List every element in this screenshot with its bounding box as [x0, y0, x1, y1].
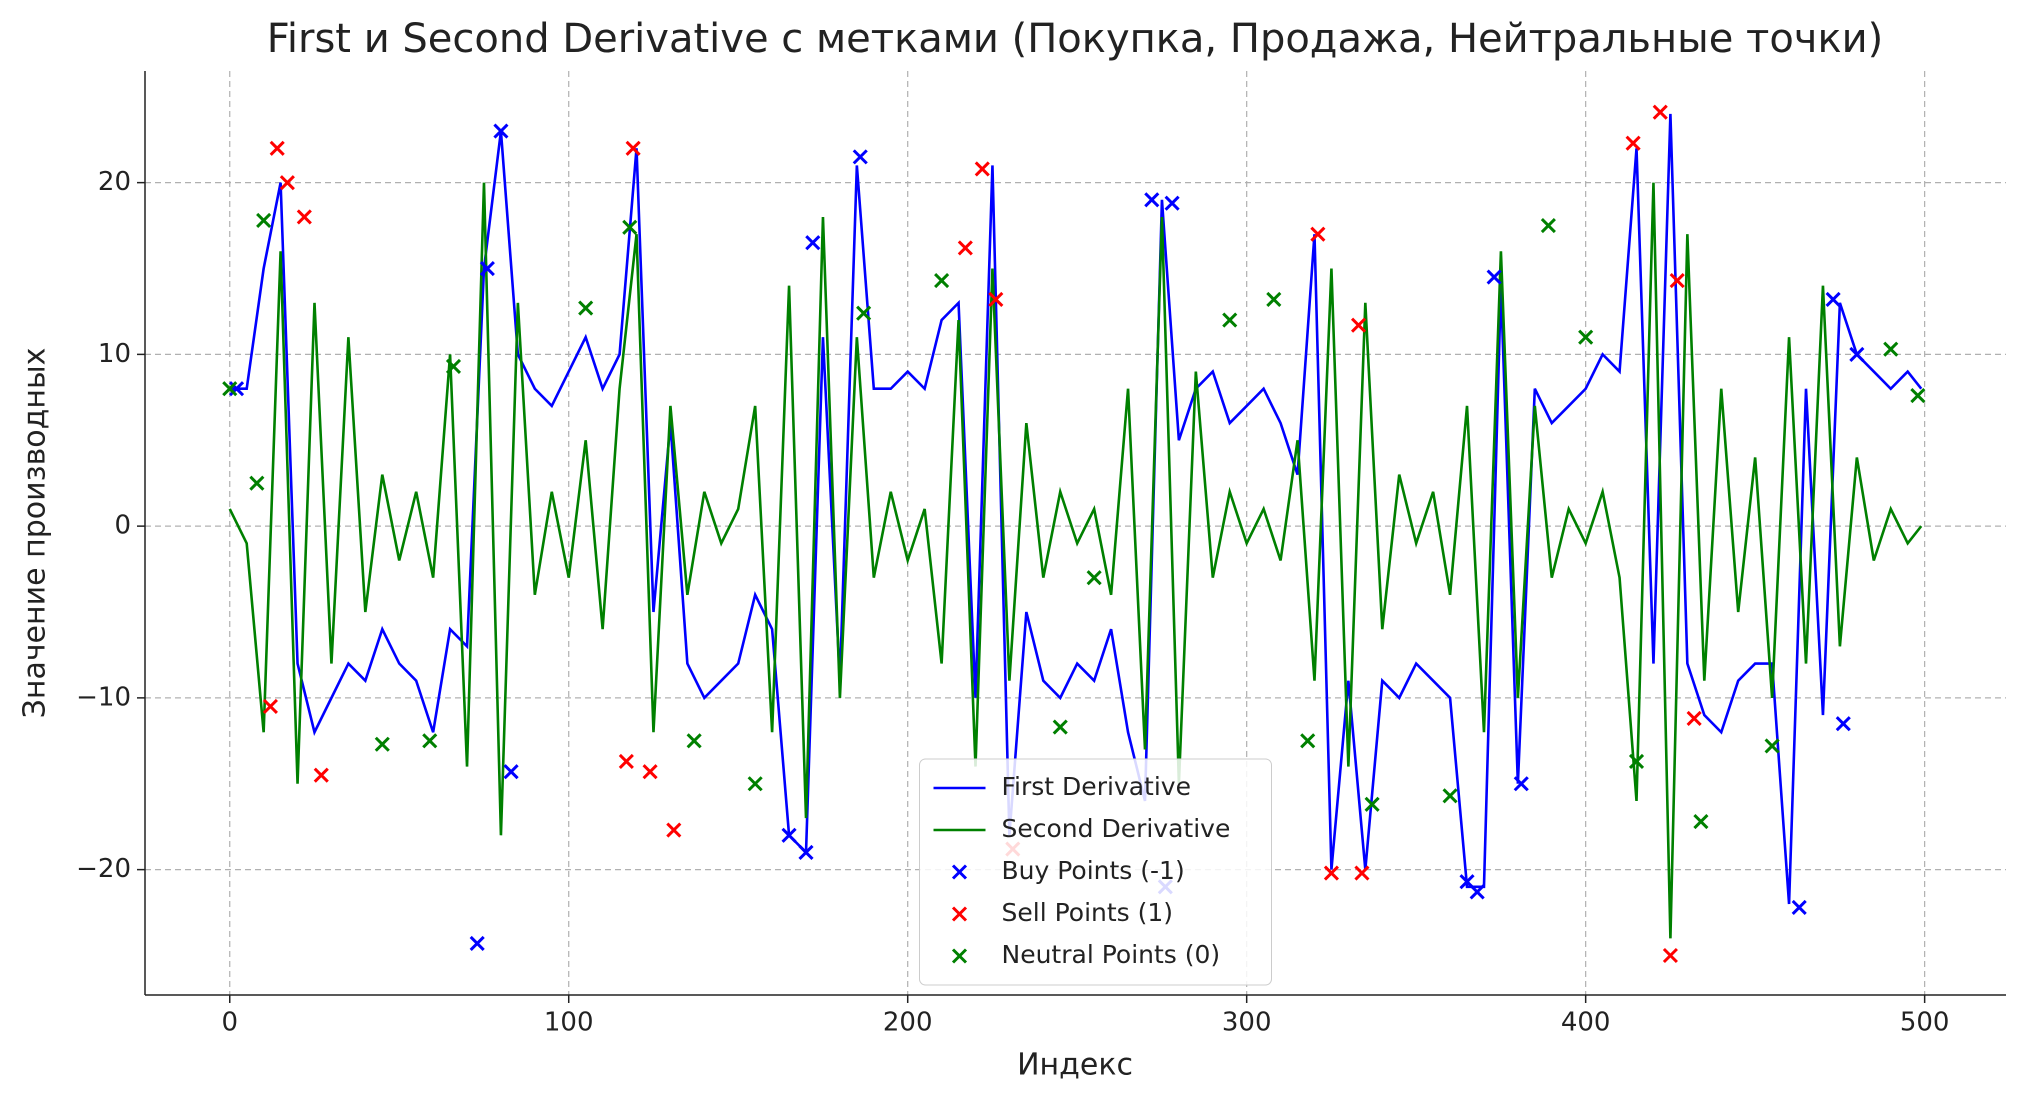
- point-marker: [256, 212, 272, 228]
- point-marker: [642, 764, 658, 780]
- legend-label: Second Derivative: [1002, 814, 1231, 843]
- point-marker: [313, 767, 329, 783]
- point-marker: [1686, 710, 1702, 727]
- y-tick-label: 10: [98, 339, 131, 369]
- point-marker: [1910, 388, 1926, 404]
- y-tick-label: 0: [114, 511, 131, 541]
- point-marker: [1300, 733, 1316, 749]
- point-marker: [422, 733, 438, 749]
- point-marker: [618, 753, 634, 769]
- point-marker: [1310, 226, 1326, 242]
- point-marker: [296, 209, 312, 225]
- point-marker: [249, 475, 265, 491]
- legend-label: Neutral Points (0): [1002, 940, 1221, 969]
- point-marker: [493, 123, 509, 139]
- legend: First Derivative Second Derivative Buy Poi…: [919, 758, 1272, 986]
- legend-label: Buy Points (-1): [1002, 856, 1185, 885]
- series-line: [229, 113, 1923, 905]
- point-marker: [1540, 218, 1556, 234]
- point-marker: [1791, 899, 1807, 915]
- point-marker: [222, 381, 238, 397]
- legend-swatch: [951, 864, 968, 880]
- point-marker: [1669, 272, 1685, 289]
- point-marker: [805, 235, 821, 251]
- point-marker: [1513, 776, 1529, 792]
- y-tick-label: −10: [76, 682, 131, 712]
- series-line: [228, 182, 1923, 939]
- point-marker: [503, 764, 519, 780]
- point-marker: [781, 827, 797, 843]
- x-tick-label: 300: [1222, 1008, 1272, 1038]
- point-marker: [1578, 329, 1594, 345]
- point-marker: [469, 935, 485, 952]
- point-marker: [1883, 341, 1899, 357]
- point-marker: [1164, 195, 1180, 211]
- point-marker: [262, 698, 278, 715]
- point-marker: [988, 291, 1004, 307]
- point-marker: [622, 219, 638, 235]
- legend-box: [919, 758, 1272, 986]
- point-marker: [1625, 135, 1641, 151]
- legend-label: Sell Points (1): [1002, 898, 1174, 927]
- point-marker: [1849, 346, 1865, 362]
- x-tick-label: 200: [883, 1008, 933, 1038]
- point-marker: [957, 240, 973, 256]
- point-marker: [578, 300, 594, 316]
- chart-title: First и Second Derivative с метками (Пок…: [267, 16, 1883, 62]
- point-marker: [445, 358, 462, 374]
- legend-swatch: [951, 906, 968, 922]
- point-marker: [1144, 192, 1160, 208]
- x-tick-label: 500: [1900, 1008, 1950, 1038]
- point-marker: [1764, 738, 1780, 754]
- point-marker: [269, 140, 285, 156]
- point-marker: [974, 161, 990, 177]
- point-marker: [1469, 884, 1485, 900]
- x-tick-label: 100: [544, 1008, 594, 1038]
- y-tick-label: 20: [98, 167, 131, 197]
- x-tick-label: 0: [221, 1008, 238, 1038]
- point-marker: [1693, 813, 1709, 830]
- point-marker: [934, 272, 950, 289]
- point-marker: [1266, 291, 1282, 307]
- legend-label: First Derivative: [1002, 772, 1191, 801]
- point-marker: [1442, 788, 1458, 804]
- point-marker: [279, 175, 295, 191]
- point-marker: [666, 822, 682, 838]
- point-marker: [856, 305, 872, 321]
- point-marker: [1486, 269, 1502, 285]
- point-marker: [1354, 865, 1370, 881]
- point-marker: [479, 260, 495, 277]
- point-marker: [1052, 719, 1068, 735]
- point-marker: [1086, 570, 1102, 586]
- y-tick-label: −20: [76, 854, 131, 884]
- point-marker: [1222, 312, 1238, 328]
- point-marker: [1364, 796, 1380, 812]
- point-marker: [1628, 753, 1645, 769]
- point-marker: [1350, 317, 1367, 333]
- point-marker: [1662, 947, 1678, 964]
- legend-swatch: [951, 948, 968, 964]
- point-marker: [1652, 104, 1668, 120]
- point-marker: [1323, 865, 1339, 881]
- point-marker: [747, 776, 763, 792]
- point-marker: [798, 844, 814, 861]
- point-marker: [686, 733, 702, 749]
- point-marker: [1835, 716, 1851, 732]
- point-marker: [625, 140, 641, 156]
- x-axis-label: Индекс: [1017, 1048, 1133, 1083]
- point-marker: [374, 736, 390, 752]
- point-marker: [852, 149, 868, 165]
- point-marker: [1825, 291, 1841, 307]
- y-axis-label: Значение производных: [18, 348, 53, 719]
- x-tick-label: 400: [1561, 1008, 1611, 1038]
